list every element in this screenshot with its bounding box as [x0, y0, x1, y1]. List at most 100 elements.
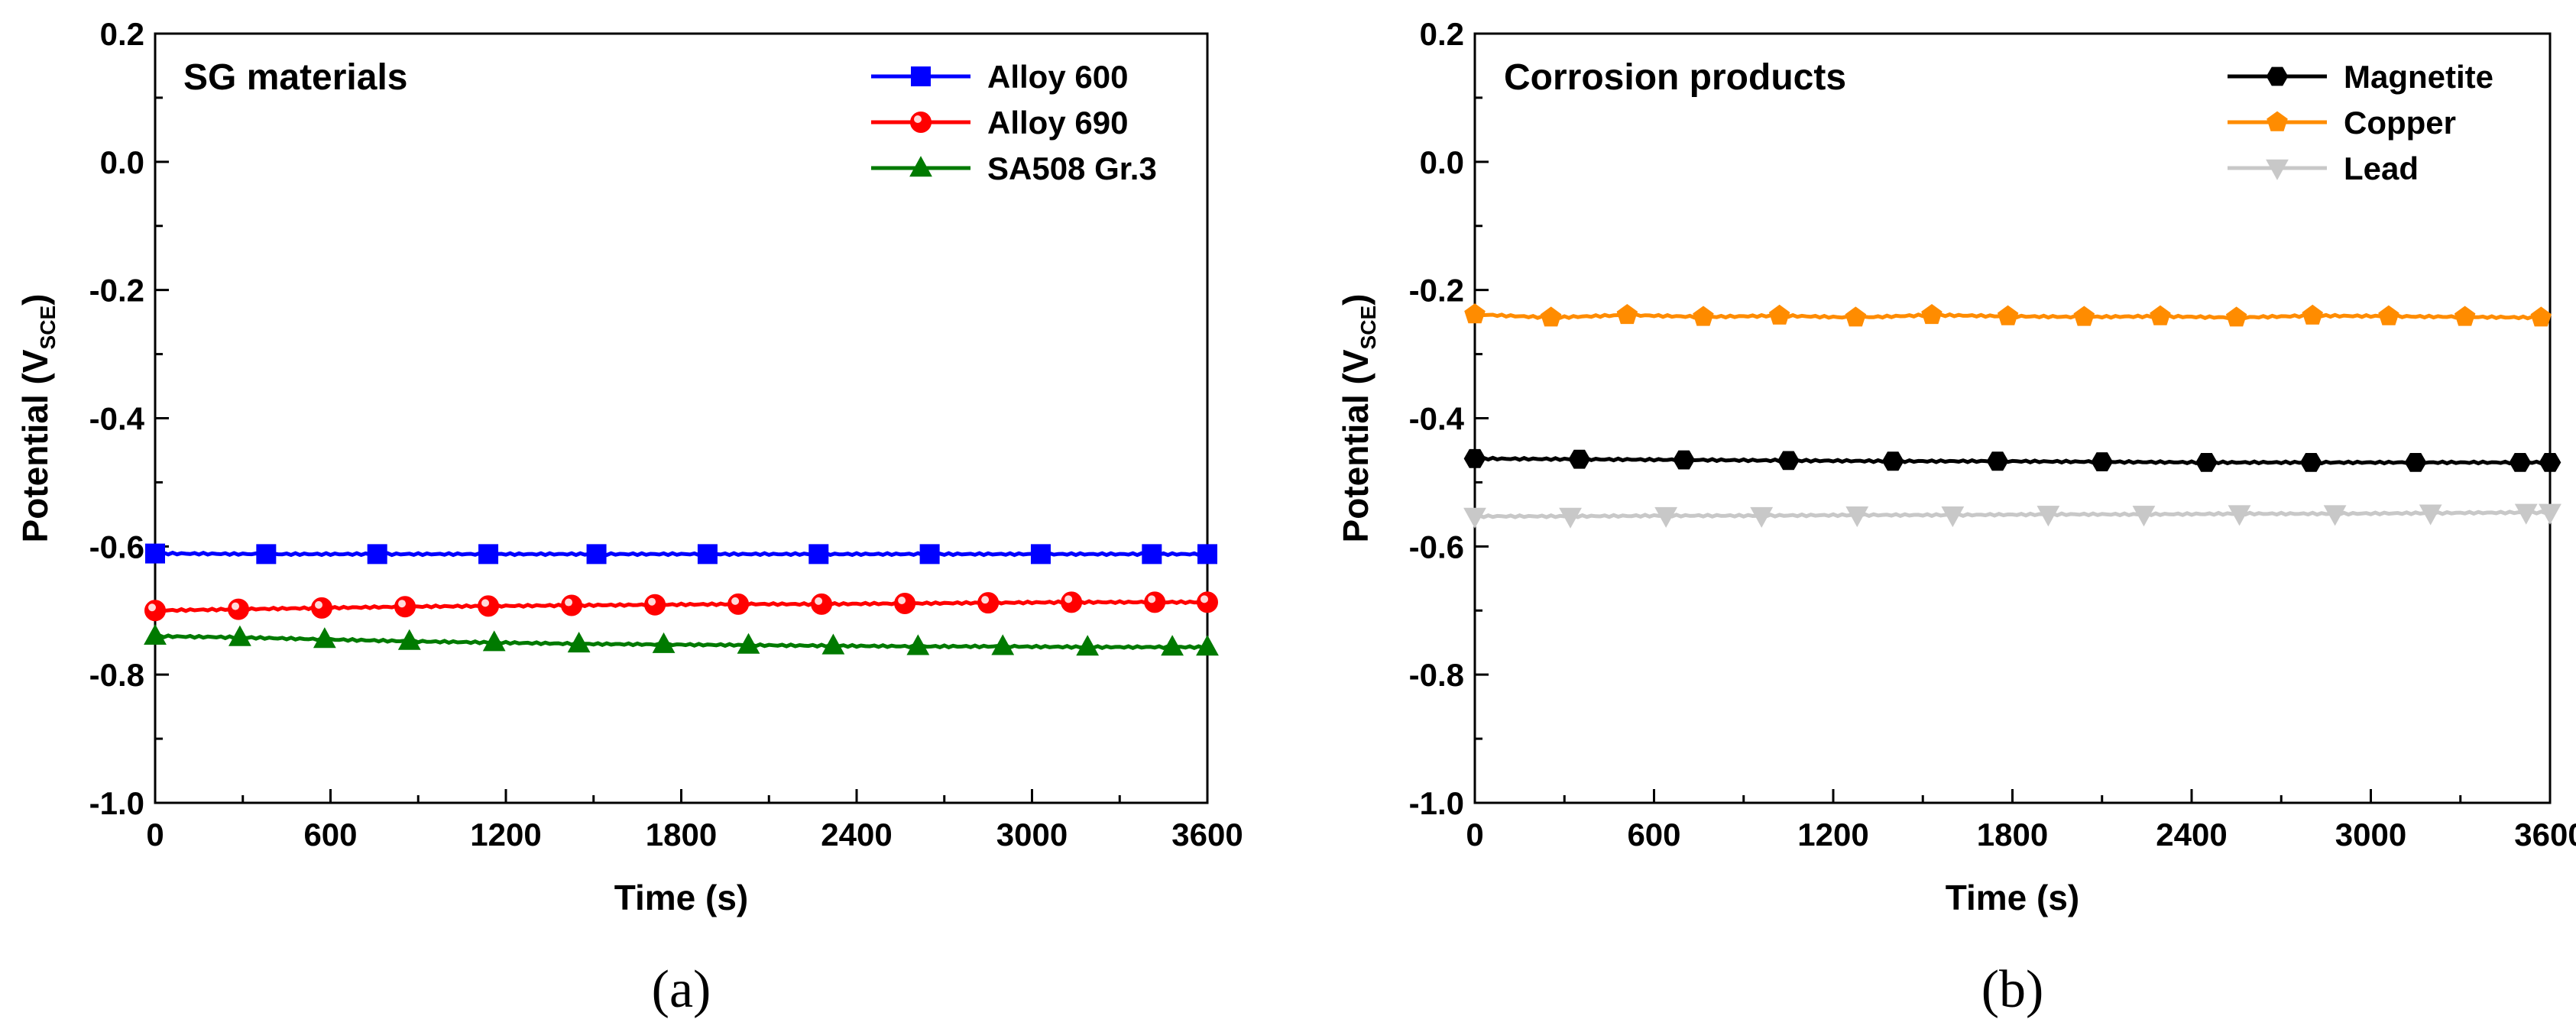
- panel-b-plot-frame: [1473, 32, 2552, 804]
- data-point: [894, 593, 916, 615]
- panel-a-x-axis-label: Time (s): [614, 878, 749, 917]
- x-tick-label: 0: [1466, 817, 1483, 852]
- x-tick-label: 3600: [2514, 817, 2576, 852]
- y-tick-label: -0.8: [1409, 657, 1464, 693]
- data-point: [367, 544, 387, 565]
- panel-b-title: Corrosion products: [1504, 57, 1846, 98]
- data-point: [697, 544, 718, 565]
- panel-a-series: [144, 543, 1219, 656]
- x-tick-label: 2400: [2156, 817, 2227, 852]
- data-point: [2299, 453, 2322, 472]
- data-point: [1559, 507, 1582, 529]
- data-point: [145, 543, 165, 564]
- panel-a-caption: (a): [652, 960, 711, 1019]
- data-point: [737, 632, 760, 654]
- panel-b-y-axis-label-subscript: SCE: [1356, 306, 1380, 350]
- panel-a-title: SG materials: [183, 57, 407, 98]
- y-tick-label: -0.4: [89, 401, 145, 437]
- data-point: [2509, 453, 2532, 472]
- panel-b-y-axis-label: Potential (VSCE): [1336, 294, 1380, 543]
- data-point: [567, 632, 591, 653]
- legend-label: Alloy 600: [987, 59, 1128, 95]
- series-magnetite: [1463, 448, 2561, 472]
- data-point: [2073, 306, 2095, 326]
- panel-b-legend: Magnetite Copper Lead: [2228, 59, 2493, 186]
- x-tick-label: 1200: [470, 817, 541, 852]
- data-point: [2323, 505, 2347, 526]
- data-point: [2530, 306, 2552, 327]
- series-sa508-gr-3: [144, 623, 1219, 656]
- data-point: [991, 634, 1015, 655]
- data-point: [906, 634, 930, 655]
- legend-marker: [2266, 159, 2289, 180]
- panel-a-axes: 0.2 0.0 -0.2 -0.4 -0.6 -0.8 -1.00 600 1200 1800 24…: [89, 16, 1243, 852]
- legend-label: Alloy 690: [987, 105, 1128, 141]
- legend-item: Alloy 690: [871, 105, 1128, 141]
- series-alloy-600: [145, 543, 1217, 565]
- legend-marker: [909, 156, 932, 177]
- data-point: [228, 625, 251, 646]
- data-point: [2132, 506, 2156, 527]
- y-tick-label: -0.4: [1409, 401, 1465, 437]
- data-point: [144, 600, 166, 622]
- y-tick-label: 0.0: [1420, 144, 1464, 180]
- data-point: [1540, 306, 1562, 327]
- data-point: [1464, 303, 1486, 324]
- data-point: [2091, 452, 2114, 471]
- legend-marker: [2266, 66, 2289, 86]
- data-point: [2539, 453, 2561, 472]
- data-point: [1142, 544, 1162, 565]
- legend-item: Magnetite: [2228, 59, 2493, 95]
- data-point: [1986, 451, 2009, 471]
- panel-a-plot-frame: [154, 32, 1209, 804]
- legend-item: Alloy 600: [871, 59, 1128, 95]
- data-point: [1750, 506, 1774, 528]
- y-tick-label: -1.0: [1409, 785, 1464, 821]
- data-point: [1777, 451, 1800, 471]
- data-point: [1061, 591, 1083, 613]
- data-point: [2150, 305, 2171, 325]
- data-point: [2404, 453, 2427, 472]
- y-tick-label: -1.0: [89, 785, 144, 821]
- y-tick-label: -0.6: [89, 529, 144, 565]
- data-point: [561, 594, 583, 616]
- data-point: [313, 627, 336, 649]
- data-point: [1030, 544, 1051, 565]
- y-tick-label: -0.6: [1409, 529, 1464, 565]
- legend-item: Lead: [2228, 150, 2419, 186]
- x-tick-label: 3600: [1171, 817, 1243, 852]
- data-point: [478, 595, 500, 617]
- data-point: [1161, 635, 1184, 656]
- data-point: [977, 592, 1000, 614]
- data-point: [808, 544, 829, 565]
- data-point: [1845, 506, 1869, 528]
- data-point: [2454, 306, 2476, 326]
- legend-marker: [911, 66, 931, 86]
- legend-label: SA508 Gr.3: [987, 150, 1157, 186]
- panel-b: 0.2 0.0 -0.2 -0.4 -0.6 -0.8 -1.00 600 1200 1800 24…: [1336, 16, 2576, 1019]
- series-line: [1474, 455, 2551, 466]
- y-tick-label: 0.0: [100, 144, 144, 180]
- data-point: [1845, 306, 1867, 327]
- x-tick-label: 2400: [821, 817, 892, 852]
- data-point: [2419, 504, 2442, 526]
- data-point: [1654, 506, 1678, 528]
- x-tick-label: 1800: [646, 817, 717, 852]
- data-point: [586, 544, 607, 565]
- panel-b-y-axis-label-close: ): [1336, 294, 1375, 306]
- x-tick-label: 1800: [1977, 817, 2048, 852]
- data-point: [727, 593, 750, 615]
- data-point: [1693, 306, 1714, 326]
- legend-marker: [2267, 111, 2288, 131]
- data-point: [397, 629, 421, 650]
- data-point: [1616, 303, 1638, 325]
- data-point: [1941, 506, 1965, 528]
- legend-marker: [910, 112, 932, 133]
- panel-a-y-axis-label-main: Potential (V: [15, 349, 55, 542]
- y-tick-label: 0.2: [1420, 16, 1464, 52]
- data-point: [1768, 304, 1790, 325]
- panel-b-series: [1463, 303, 2561, 529]
- x-tick-label: 3000: [2335, 817, 2406, 852]
- data-point: [1463, 448, 1486, 468]
